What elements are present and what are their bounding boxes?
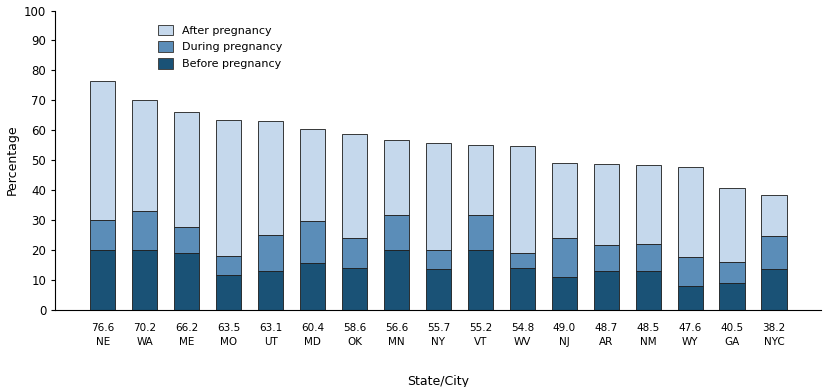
Bar <box>719 188 744 262</box>
Bar <box>636 271 661 310</box>
Bar <box>384 140 409 216</box>
Text: ME: ME <box>179 337 194 348</box>
Bar <box>384 250 409 310</box>
Text: MO: MO <box>220 337 237 348</box>
Bar <box>342 268 367 310</box>
Text: 38.2: 38.2 <box>762 324 786 334</box>
Bar <box>594 271 619 310</box>
Bar <box>426 143 451 250</box>
Bar <box>636 244 661 271</box>
Text: GA: GA <box>724 337 739 348</box>
Y-axis label: Percentage: Percentage <box>6 125 18 195</box>
Text: 66.2: 66.2 <box>175 324 198 334</box>
Bar <box>762 195 786 236</box>
Text: 63.1: 63.1 <box>259 324 282 334</box>
Bar <box>90 220 116 250</box>
Bar <box>216 275 241 310</box>
Bar <box>509 268 535 310</box>
Bar <box>384 216 409 250</box>
Bar <box>468 216 493 250</box>
Bar <box>552 163 577 238</box>
Bar <box>132 250 157 310</box>
Text: WA: WA <box>136 337 153 348</box>
Bar <box>762 269 786 310</box>
Text: NE: NE <box>96 337 110 348</box>
Bar <box>90 250 116 310</box>
Text: 55.7: 55.7 <box>427 324 450 334</box>
Bar <box>342 134 367 238</box>
Text: 70.2: 70.2 <box>133 324 156 334</box>
Text: NYC: NYC <box>763 337 785 348</box>
Bar <box>258 271 283 310</box>
Text: 58.6: 58.6 <box>343 324 366 334</box>
Text: WY: WY <box>682 337 698 348</box>
Bar <box>677 257 703 286</box>
Text: UT: UT <box>264 337 278 348</box>
Bar <box>552 277 577 310</box>
Text: 76.6: 76.6 <box>91 324 114 334</box>
Bar <box>594 164 619 245</box>
Bar <box>258 121 283 235</box>
Text: 48.5: 48.5 <box>637 324 660 334</box>
Text: 54.8: 54.8 <box>511 324 534 334</box>
Bar <box>594 245 619 271</box>
Bar <box>216 120 241 256</box>
Bar <box>132 211 157 250</box>
Bar <box>719 283 744 310</box>
Text: 55.2: 55.2 <box>469 324 492 334</box>
Bar <box>342 238 367 268</box>
Text: 48.7: 48.7 <box>595 324 618 334</box>
Text: NY: NY <box>432 337 446 348</box>
Bar <box>677 167 703 257</box>
Bar <box>426 250 451 269</box>
Bar <box>174 253 199 310</box>
Bar <box>552 238 577 277</box>
Text: 56.6: 56.6 <box>385 324 408 334</box>
Bar <box>509 253 535 268</box>
Text: 49.0: 49.0 <box>552 324 576 334</box>
Bar <box>174 228 199 253</box>
Bar <box>90 80 116 220</box>
Text: 60.4: 60.4 <box>301 324 324 334</box>
Bar <box>677 286 703 310</box>
Text: NJ: NJ <box>559 337 570 348</box>
Bar <box>300 263 325 310</box>
Text: 63.5: 63.5 <box>217 324 241 334</box>
Text: 40.5: 40.5 <box>720 324 743 334</box>
Bar <box>300 221 325 263</box>
Text: WV: WV <box>514 337 531 348</box>
Bar <box>174 111 199 228</box>
Bar <box>762 236 786 269</box>
Bar <box>300 129 325 221</box>
Text: AR: AR <box>599 337 614 348</box>
Bar <box>719 262 744 283</box>
Text: 47.6: 47.6 <box>678 324 702 334</box>
Text: State/City: State/City <box>408 375 470 387</box>
Bar <box>426 269 451 310</box>
Text: NM: NM <box>640 337 657 348</box>
Text: VT: VT <box>474 337 487 348</box>
Bar <box>132 100 157 211</box>
Bar <box>509 146 535 253</box>
Legend: After pregnancy, During pregnancy, Before pregnancy: After pregnancy, During pregnancy, Befor… <box>153 19 288 75</box>
Bar <box>258 235 283 271</box>
Bar <box>468 250 493 310</box>
Text: MD: MD <box>304 337 321 348</box>
Bar <box>468 144 493 216</box>
Bar <box>216 256 241 275</box>
Text: MN: MN <box>388 337 404 348</box>
Bar <box>636 164 661 244</box>
Text: OK: OK <box>347 337 362 348</box>
